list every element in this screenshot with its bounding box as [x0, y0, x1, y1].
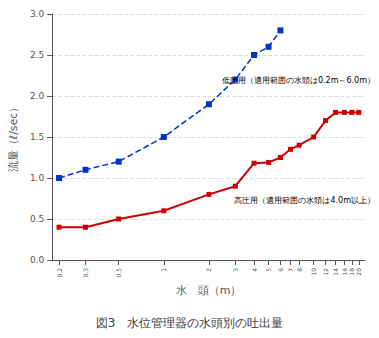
svg-text:0.0: 0.0: [30, 255, 45, 265]
svg-text:3: 3: [232, 268, 239, 272]
svg-text:流量（ℓ/sec）: 流量（ℓ/sec）: [7, 102, 20, 173]
svg-text:低圧用（適用範囲の水頭は0.2m～6.0m）: 低圧用（適用範囲の水頭は0.2m～6.0m）: [222, 76, 375, 85]
svg-text:1.0: 1.0: [30, 173, 45, 183]
svg-text:0.5: 0.5: [115, 268, 122, 278]
svg-text:8: 8: [296, 268, 303, 272]
svg-text:1.5: 1.5: [30, 132, 44, 142]
svg-text:1: 1: [160, 268, 167, 272]
svg-text:高圧用（適用範囲の水頭は4.0m以上）: 高圧用（適用範囲の水頭は4.0m以上）: [234, 196, 375, 205]
svg-text:0.3: 0.3: [82, 268, 89, 278]
svg-text:2.0: 2.0: [30, 91, 45, 101]
svg-text:14: 14: [332, 268, 339, 276]
svg-text:4: 4: [251, 268, 258, 272]
svg-text:図3 水位管理器の水頭別の吐出量: 図3 水位管理器の水頭別の吐出量: [96, 316, 284, 330]
svg-text:18: 18: [348, 268, 356, 276]
svg-text:2.5: 2.5: [30, 50, 44, 60]
svg-text:2: 2: [205, 268, 212, 272]
svg-text:12: 12: [322, 268, 329, 276]
svg-text:水 頭（m）: 水 頭（m）: [176, 284, 242, 297]
svg-text:16: 16: [341, 268, 348, 276]
svg-text:3.0: 3.0: [30, 9, 45, 19]
svg-text:5: 5: [265, 268, 272, 272]
svg-text:7: 7: [287, 268, 294, 272]
svg-text:10: 10: [310, 268, 317, 276]
svg-text:20: 20: [355, 268, 362, 276]
svg-text:0.5: 0.5: [30, 214, 44, 224]
svg-text:6: 6: [277, 268, 284, 272]
svg-text:0.2: 0.2: [56, 268, 63, 278]
